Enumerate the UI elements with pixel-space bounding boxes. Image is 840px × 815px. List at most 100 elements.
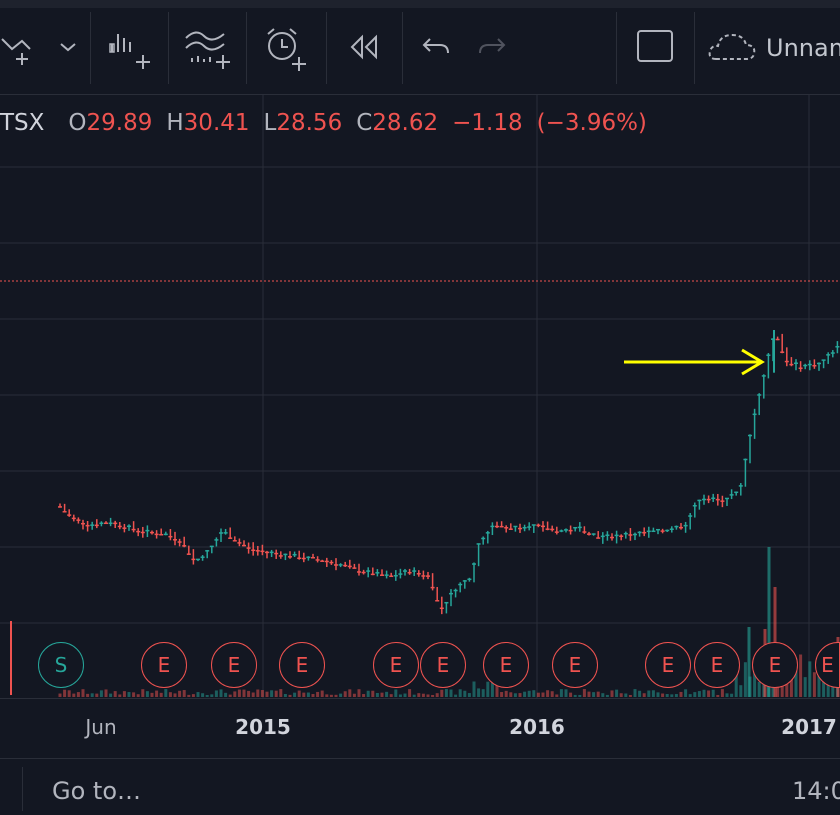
volume-bar	[408, 689, 412, 697]
goto-date-button[interactable]: Go to…	[52, 777, 142, 805]
split-marker[interactable]: S	[38, 642, 84, 688]
volume-bar	[270, 690, 274, 697]
volume-bar	[145, 691, 149, 697]
volume-bar	[380, 692, 384, 697]
earnings-marker[interactable]: E	[552, 642, 598, 688]
volume-bar	[316, 691, 320, 697]
volume-bar	[67, 690, 71, 697]
chart-grid	[0, 95, 840, 698]
fullscreen-icon[interactable]	[634, 22, 678, 72]
volume-bar	[610, 690, 614, 697]
volume-bar	[288, 694, 292, 697]
volume-bar	[463, 690, 467, 697]
earnings-marker[interactable]: E	[279, 642, 325, 688]
volume-bar	[72, 693, 76, 697]
volume-bar	[647, 690, 651, 697]
earnings-marker[interactable]: E	[483, 642, 529, 688]
volume-bar	[702, 689, 706, 697]
line-tool-icon[interactable]	[0, 22, 40, 72]
toolbar-separator	[246, 12, 247, 84]
volume-bar	[403, 693, 407, 697]
volume-bar	[555, 694, 559, 697]
x-tick-label: 2015	[235, 715, 291, 739]
volume-bar	[339, 693, 343, 697]
ohlc-legend: TSX O 29.89 H 30.41 L 28.56 C 28.62 −1.1…	[0, 106, 661, 140]
volume-bar	[794, 658, 798, 697]
volume-bar	[624, 693, 628, 697]
volume-bar	[495, 683, 499, 697]
volume-bar	[753, 658, 757, 697]
volume-bar	[808, 661, 812, 697]
volume-bar	[247, 690, 251, 697]
volume-bar	[122, 691, 126, 697]
volume-bar	[99, 690, 103, 697]
volume-bar	[233, 691, 237, 697]
indicators-icon[interactable]	[182, 22, 234, 72]
volume-bar	[725, 693, 729, 697]
earnings-marker[interactable]: E	[141, 642, 187, 688]
volume-bar	[362, 694, 366, 697]
volume-bar	[168, 692, 172, 697]
volume-bar	[546, 690, 550, 697]
volume-bar	[201, 693, 205, 697]
volume-bar	[757, 681, 761, 697]
price-chart[interactable]	[0, 95, 840, 698]
replay-icon[interactable]	[344, 22, 384, 72]
earnings-marker[interactable]: E	[420, 642, 466, 688]
volume-bar	[559, 689, 563, 697]
earnings-marker[interactable]: E	[694, 642, 740, 688]
volume-bar	[311, 694, 315, 697]
volume-bar	[334, 694, 338, 697]
volume-bar	[150, 692, 154, 697]
volume-bar	[178, 690, 182, 697]
bar-indicator-icon[interactable]	[104, 22, 154, 72]
volume-bar	[605, 694, 609, 697]
volume-bar	[398, 694, 402, 697]
volume-bar	[799, 654, 803, 697]
volume-bar	[587, 691, 591, 697]
volume-bar	[688, 694, 692, 697]
dropdown-chevron-icon[interactable]	[56, 22, 80, 72]
time-axis[interactable]: Jun 2015 2016 2017	[0, 698, 840, 759]
annotation-arrow[interactable]	[624, 348, 765, 376]
volume-bar	[444, 689, 448, 697]
volume-bar	[329, 694, 333, 697]
alert-clock-icon[interactable]	[260, 22, 310, 72]
layout-name[interactable]: Unnam	[766, 34, 840, 62]
volume-bar	[615, 689, 619, 697]
volume-bar	[320, 690, 324, 697]
volume-bar	[164, 689, 168, 697]
volume-bar	[651, 690, 655, 697]
volume-bar	[205, 694, 209, 697]
volume-bar	[490, 682, 494, 697]
volume-bar	[274, 690, 278, 697]
volume-bar	[132, 692, 136, 697]
volume-bar	[159, 692, 163, 697]
volume-bar	[656, 692, 660, 697]
volume-bar	[352, 693, 356, 697]
volume-bar	[697, 691, 701, 697]
volume-bar	[472, 681, 476, 697]
volume-bar	[684, 689, 688, 697]
x-tick-label: Jun	[85, 715, 117, 739]
earnings-marker[interactable]: E	[645, 642, 691, 688]
volume-bar	[81, 689, 85, 697]
volume-bar	[458, 689, 462, 697]
toolbar-top-strip	[0, 0, 840, 8]
volume-bar	[431, 694, 435, 697]
toolbar-separator	[90, 12, 91, 84]
volume-bar	[104, 689, 108, 697]
earnings-marker[interactable]: E	[752, 642, 798, 688]
symbol-name[interactable]: TSX	[0, 110, 45, 136]
cloud-save-icon[interactable]	[706, 22, 760, 72]
volume-bar	[477, 688, 481, 697]
volume-bar	[412, 694, 416, 697]
earnings-marker[interactable]: E	[211, 642, 257, 688]
toolbar-separator	[402, 12, 403, 84]
earnings-marker[interactable]: E	[373, 642, 419, 688]
volume-bar	[371, 690, 375, 697]
volume-bar	[394, 689, 398, 697]
redo-icon[interactable]	[474, 22, 510, 72]
undo-icon[interactable]	[418, 22, 454, 72]
volume-bar	[228, 694, 232, 697]
